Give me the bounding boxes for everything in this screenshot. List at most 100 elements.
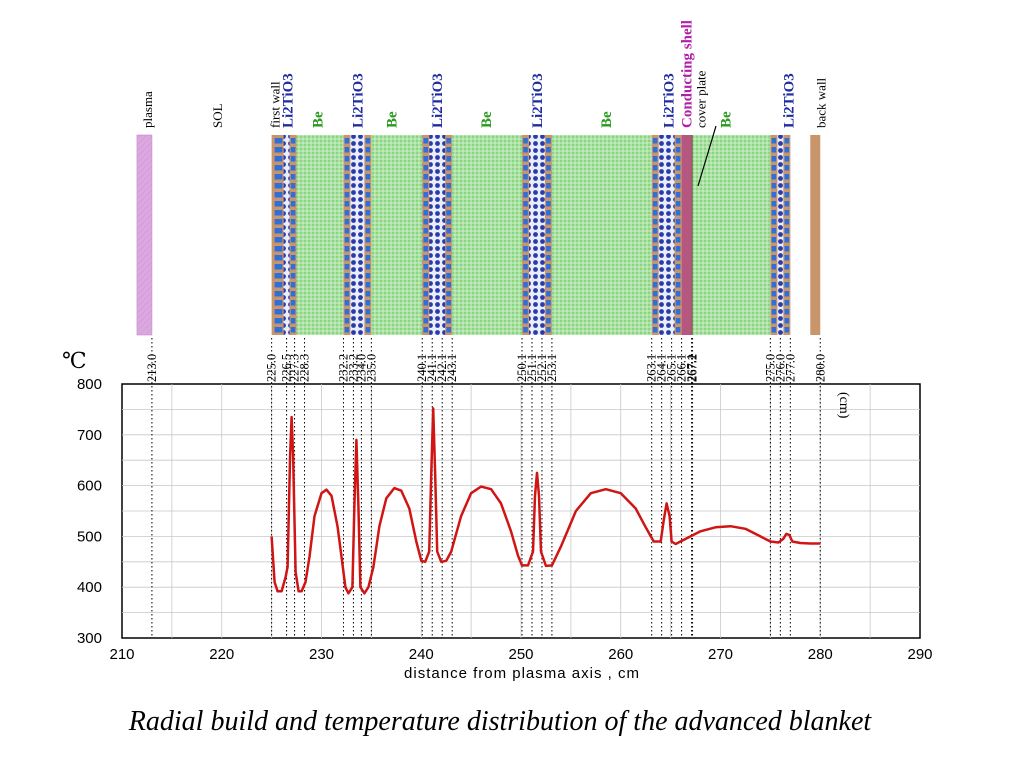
- coolant-channel: [523, 174, 528, 180]
- coolant-channel: [652, 264, 658, 270]
- coolant-channel: [546, 138, 551, 144]
- coolant-channel: [423, 210, 429, 216]
- build-region-be: [371, 135, 423, 335]
- coolant-channel: [344, 228, 350, 234]
- breeder-structure-wall: [521, 135, 529, 335]
- coolant-channel: [277, 291, 283, 297]
- breeder-structure-wall: [343, 135, 351, 335]
- coolant-channel: [652, 192, 658, 198]
- coolant-channel: [523, 228, 528, 234]
- coolant-channel: [546, 201, 551, 207]
- coolant-channel: [784, 273, 790, 279]
- coolant-channel: [290, 318, 296, 324]
- coolant-channel: [771, 237, 777, 243]
- coolant-channel: [784, 264, 790, 270]
- coolant-channel: [423, 219, 429, 225]
- coolant-channel: [446, 201, 451, 207]
- coolant-channel: [290, 210, 296, 216]
- coolant-channel: [344, 174, 350, 180]
- coolant-channel: [652, 255, 658, 261]
- coolant-channel: [274, 264, 280, 270]
- coolant-channel: [290, 255, 296, 261]
- coolant-channel: [344, 210, 350, 216]
- coolant-channel: [652, 309, 658, 315]
- coolant-channel: [277, 219, 283, 225]
- coolant-channel: [652, 273, 658, 279]
- build-label: Be: [311, 111, 327, 128]
- coolant-channel: [523, 201, 528, 207]
- x-axis-label: distance from plasma axis , cm: [404, 665, 640, 682]
- coolant-channel: [365, 192, 371, 198]
- coolant-channel: [290, 291, 296, 297]
- coolant-channel: [675, 273, 681, 279]
- coolant-channel: [274, 237, 280, 243]
- coolant-channel: [277, 264, 283, 270]
- coolant-channel: [365, 183, 371, 189]
- coolant-channel: [344, 264, 350, 270]
- coolant-channel: [771, 255, 777, 261]
- coolant-channel: [675, 174, 681, 180]
- coolant-channel: [523, 273, 528, 279]
- coolant-channel: [771, 318, 777, 324]
- boundary-label: 267.2: [686, 354, 700, 382]
- coolant-channel: [446, 255, 451, 261]
- coolant-channel: [274, 273, 280, 279]
- coolant-channel: [290, 183, 296, 189]
- build-region-plasma: [136, 134, 153, 336]
- coolant-channel: [771, 246, 777, 252]
- coolant-channel: [277, 156, 283, 162]
- boundary-label: 277.0: [783, 354, 797, 382]
- boundary-label: 263.1: [645, 354, 659, 382]
- coolant-channel: [546, 255, 551, 261]
- coolant-channel: [423, 165, 429, 171]
- coolant-channel: [784, 201, 790, 207]
- boundary-label: 241.1: [425, 354, 439, 382]
- coolant-channel: [274, 147, 280, 153]
- boundary-label: 228.3: [298, 354, 312, 382]
- coolant-channel: [784, 246, 790, 252]
- coolant-channel: [652, 174, 658, 180]
- x-tick-label: 290: [907, 646, 932, 663]
- boundary-label: 226.5: [280, 354, 294, 382]
- coolant-channel: [546, 264, 551, 270]
- x-tick-label: 230: [309, 646, 334, 663]
- coolant-channel: [546, 219, 551, 225]
- plasma-region: [136, 134, 153, 336]
- coolant-channel: [274, 327, 280, 333]
- coolant-channel: [652, 201, 658, 207]
- be-layer: [692, 135, 771, 335]
- coolant-channel: [675, 255, 681, 261]
- be-layer: [452, 135, 522, 335]
- coolant-channel: [771, 219, 777, 225]
- coolant-channel: [446, 300, 451, 306]
- coolant-channel: [365, 327, 371, 333]
- y-axis-unit-label: ℃: [62, 348, 87, 373]
- coolant-channel: [675, 237, 681, 243]
- boundary-label: 235.0: [364, 354, 378, 382]
- coolant-channel: [652, 327, 658, 333]
- build-label: SOL: [210, 103, 225, 128]
- coolant-channel: [365, 174, 371, 180]
- build-label: Be: [384, 111, 400, 128]
- coolant-channel: [274, 228, 280, 234]
- coolant-channel: [290, 174, 296, 180]
- y-tick-label: 500: [77, 528, 102, 545]
- boundary-label: 280.0: [813, 354, 827, 382]
- coolant-channel: [365, 300, 371, 306]
- breeder-structure-wall: [364, 135, 372, 335]
- build-region-be: [692, 135, 771, 335]
- build-label: plasma: [140, 91, 155, 128]
- coolant-channel: [771, 147, 777, 153]
- coolant-channel: [771, 183, 777, 189]
- boundary-label: 276.0: [773, 354, 787, 382]
- coolant-channel: [344, 273, 350, 279]
- coolant-channel: [523, 327, 528, 333]
- temperature-curve: [270, 407, 821, 595]
- coolant-channel: [523, 318, 528, 324]
- boundary-label: 252.1: [535, 354, 549, 382]
- build-label: cover plate: [694, 70, 709, 128]
- x-tick-label: 260: [608, 646, 633, 663]
- coolant-channel: [423, 138, 429, 144]
- coolant-channel: [652, 165, 658, 171]
